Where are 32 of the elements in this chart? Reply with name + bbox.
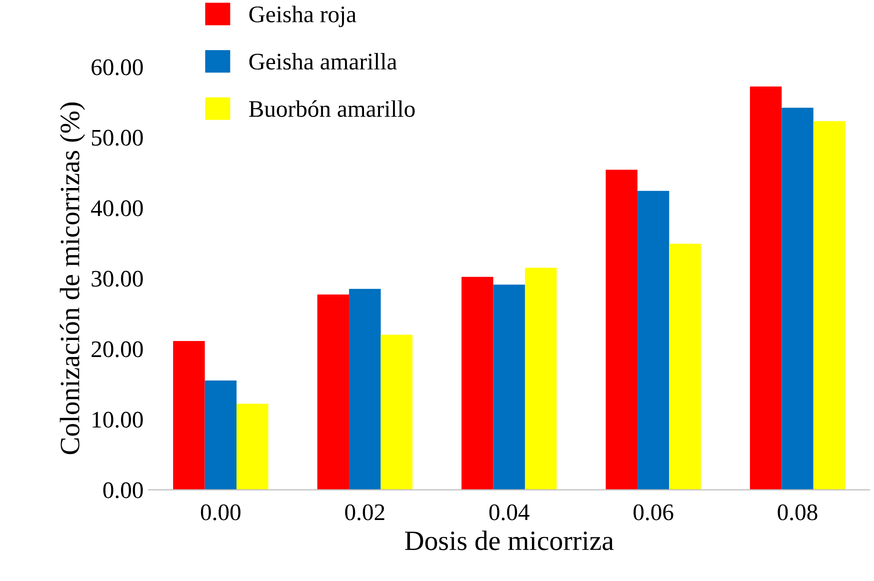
- bar: [462, 276, 494, 490]
- legend-label: Buorbón amarillo: [249, 100, 415, 117]
- x-tick-label: 0.08: [778, 504, 818, 520]
- bar: [380, 334, 412, 490]
- x-axis-title: Dosis de micorriza: [404, 530, 614, 550]
- y-tick-label: 0.00: [103, 482, 143, 498]
- bar: [173, 341, 205, 490]
- bar: [782, 108, 814, 490]
- bar: [669, 244, 701, 490]
- x-tick-label: 0.00: [200, 504, 240, 520]
- y-tick-label: 30.00: [92, 270, 143, 287]
- bar: [236, 404, 268, 490]
- bar: [349, 288, 381, 490]
- bar: [813, 121, 846, 490]
- y-tick-label: 10.00: [92, 412, 143, 428]
- y-axis-title: Colonización de micorrizas (%): [60, 102, 86, 454]
- bar: [637, 190, 670, 490]
- bar: [750, 86, 782, 490]
- legend-label: Geisha amarilla: [249, 53, 397, 70]
- bar: [606, 170, 638, 490]
- legend-label: Geisha roja: [249, 6, 356, 28]
- bar: [204, 380, 237, 490]
- y-tick-label: 50.00: [92, 130, 143, 146]
- bar: [317, 294, 350, 490]
- y-tick-label: 20.00: [92, 341, 143, 358]
- y-tick-label: 40.00: [91, 200, 143, 216]
- bar: [524, 268, 557, 490]
- x-tick-label: 0.02: [345, 504, 384, 520]
- x-tick-label: 0.06: [634, 504, 674, 520]
- x-tick-label: 0.04: [489, 504, 530, 520]
- bar: [493, 284, 525, 490]
- y-tick-label: 60.00: [92, 59, 143, 76]
